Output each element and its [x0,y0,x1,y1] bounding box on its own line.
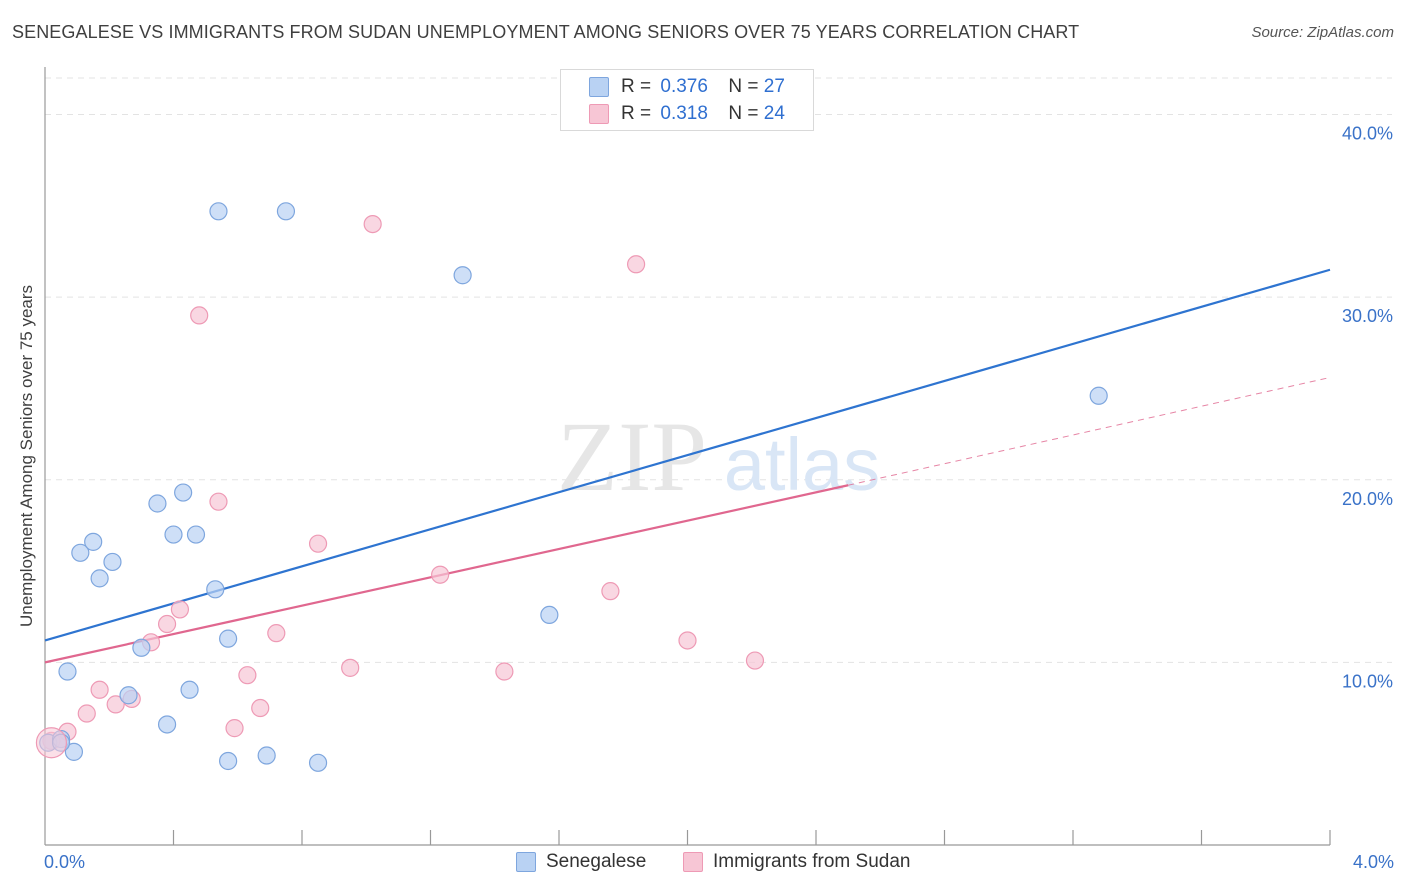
series-legend-label: Immigrants from Sudan [713,851,911,872]
series-legend-item-sudan: Immigrants from Sudan [683,851,910,873]
point-sudan [341,658,360,677]
point-senegalese [453,266,472,285]
point-senegalese [103,552,122,572]
point-sudan [626,255,646,274]
trend-line-sudan-extension [848,377,1331,486]
point-senegalese [186,525,206,544]
legend-n-label: N = [728,76,759,97]
legend-swatch-sudan [589,104,609,124]
point-senegalese [209,202,228,221]
point-senegalese [84,532,103,551]
legend-r-label: R = [621,103,652,124]
point-sudan [170,600,190,619]
point-senegalese [148,494,167,513]
point-sudan [209,492,228,511]
point-senegalese [257,746,276,765]
point-senegalese [58,662,77,681]
point-senegalese [71,543,90,562]
axes [44,67,1331,846]
legend-row-sudan: R = 0.318 N = 24 [621,102,785,126]
point-senegalese [174,483,193,502]
point-sudan [495,662,514,681]
watermark: ZIP atlas [557,401,880,512]
chart-title: SENEGALESE VS IMMIGRANTS FROM SUDAN UNEM… [12,22,1080,42]
source-label: Source: ZipAtlas.com [1251,24,1394,41]
point-senegalese [219,629,238,648]
point-sudan [431,565,450,584]
point-senegalese [119,686,138,705]
point-sudan [745,651,765,670]
y-tick-label: 20.0% [1342,489,1393,509]
series-legend-item-senegalese: Senegalese [516,851,646,873]
x-tick-label-max: 4.0% [1352,852,1394,872]
series-legend: Senegalese Immigrants from Sudan [0,851,1406,877]
point-sudan [308,534,328,553]
point-sudan [35,727,68,759]
y-tick-label: 10.0% [1342,671,1393,691]
legend-n-value: 27 [763,76,785,97]
legend-r-value: 0.376 [660,76,708,97]
y-tick-label: 30.0% [1342,306,1393,326]
point-sudan [251,698,270,718]
grid [45,77,1392,663]
y-axis-title: Unemployment Among Seniors over 75 years [17,284,36,628]
legend-swatch-senegalese [589,77,609,97]
series-legend-label: Senegalese [546,851,647,872]
point-senegalese [308,753,328,772]
legend-n-label: N = [728,103,759,124]
x-tick-label-min: 0.0% [44,852,86,872]
point-senegalese [206,580,225,599]
y-tick-label: 40.0% [1342,124,1393,144]
point-senegalese [276,202,296,221]
point-senegalese [540,605,559,625]
point-senegalese [132,638,151,657]
legend-row-senegalese: R = 0.376 N = 27 [621,75,785,99]
point-sudan [157,614,177,634]
correlation-legend: R = 0.376 N = 27 R = 0.318 N = 24 [560,69,814,131]
point-senegalese [180,680,199,699]
legend-r-label: R = [621,76,652,97]
y-tick-labels: 10.0% 20.0% 30.0% 40.0% [1342,124,1393,692]
point-senegalese [219,751,238,771]
watermark-atlas: atlas [724,423,880,506]
point-senegalese [1089,386,1108,405]
series-swatch-sudan [683,852,703,872]
legend-n-value: 24 [763,103,785,124]
point-sudan [601,582,620,601]
point-sudan [225,719,244,738]
legend-r-value: 0.318 [660,103,708,124]
point-sudan [190,306,209,325]
series-swatch-senegalese [516,852,536,872]
point-sudan [238,666,257,685]
point-senegalese [64,742,84,761]
point-senegalese [164,525,183,544]
point-sudan [363,214,382,234]
point-sudan [678,631,697,650]
point-senegalese [90,569,109,588]
point-sudan [90,680,109,699]
point-sudan [267,624,286,643]
point-senegalese [157,715,177,734]
data-points [35,202,1108,772]
point-sudan [77,704,96,723]
point-sudan [106,695,125,714]
trend-line-senegalese [44,268,1331,642]
